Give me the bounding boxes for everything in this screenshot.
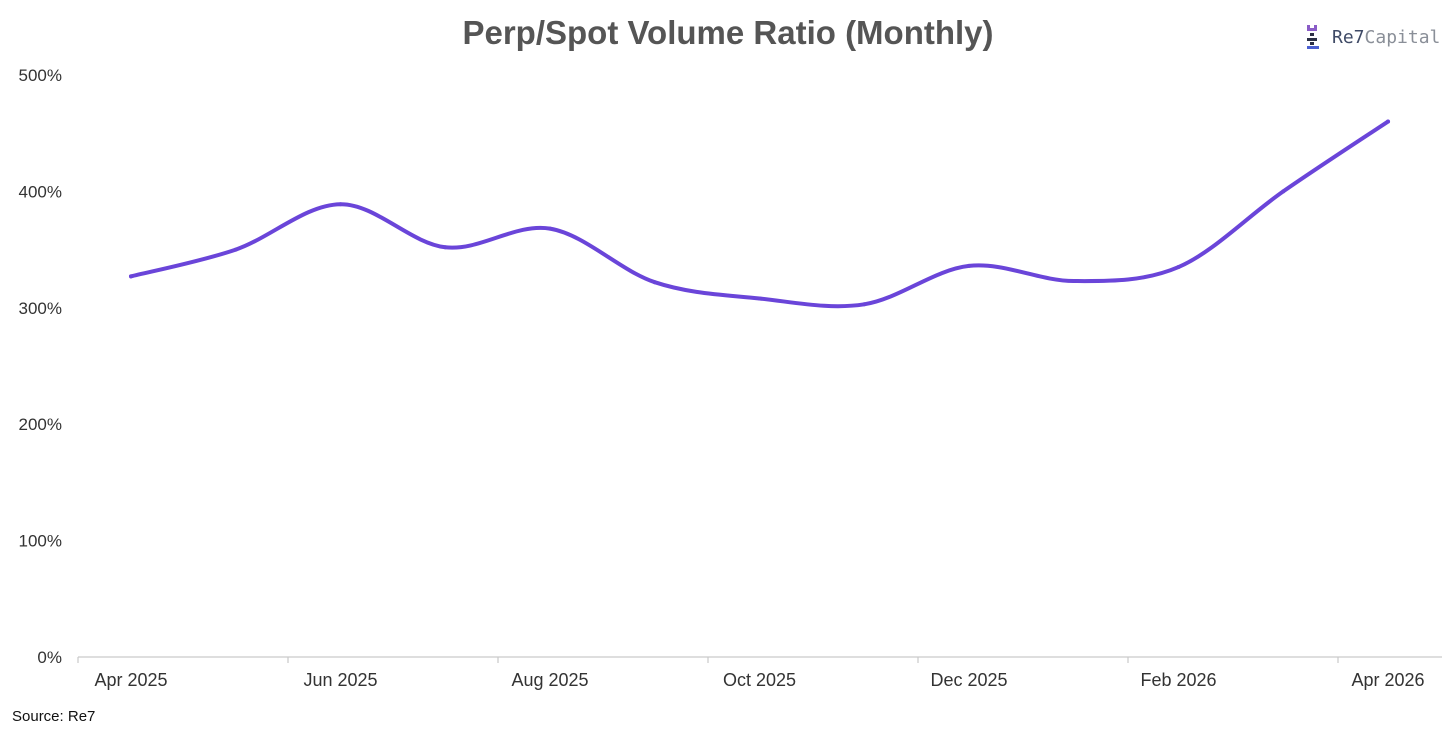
- data-point: [652, 280, 657, 285]
- logo-text-capital: Capital: [1364, 26, 1441, 48]
- x-tick-label: Oct 2025: [723, 670, 796, 690]
- source-note: Source: Re7: [12, 708, 96, 725]
- data-point: [757, 296, 762, 301]
- y-tick-label: 100%: [19, 532, 62, 551]
- data-point: [1071, 279, 1076, 284]
- x-tick-label: Feb 2026: [1140, 670, 1216, 690]
- series-layer: [129, 119, 1390, 309]
- re7-logo-icon: [1307, 25, 1319, 49]
- data-point: [1386, 119, 1390, 124]
- x-tick-label: Dec 2025: [930, 670, 1007, 690]
- re7-capital-logo: Re7 Capital: [1306, 24, 1440, 50]
- data-point: [443, 245, 448, 250]
- y-tick-label: 300%: [19, 299, 62, 318]
- x-tick-label: Apr 2026: [1351, 670, 1424, 690]
- data-point: [967, 263, 971, 268]
- series-line: [129, 119, 1390, 309]
- x-tick-label: Jun 2025: [303, 670, 377, 690]
- data-point: [1281, 189, 1286, 194]
- x-axis: Apr 2025 Jun 2025 Aug 2025 Oct 2025 Dec 2025…: [77, 656, 1442, 690]
- logo-text-re7: Re7: [1332, 26, 1365, 48]
- chart-title: Perp/Spot Volume Ratio (Monthly): [462, 14, 994, 51]
- y-tick-label: 500%: [19, 66, 62, 85]
- y-tick-label: 400%: [19, 182, 62, 201]
- data-point: [862, 302, 867, 307]
- data-point: [548, 226, 552, 231]
- y-tick-label: 0%: [37, 648, 62, 667]
- data-point: [338, 202, 343, 207]
- y-tick-label: 200%: [19, 415, 62, 434]
- data-point: [233, 247, 238, 252]
- x-tick-label: Aug 2025: [511, 670, 588, 690]
- data-point: [129, 274, 133, 279]
- y-axis-labels: 0% 100% 200% 300% 400% 500%: [19, 66, 62, 667]
- data-point: [1176, 265, 1181, 270]
- x-tick-label: Apr 2025: [94, 670, 167, 690]
